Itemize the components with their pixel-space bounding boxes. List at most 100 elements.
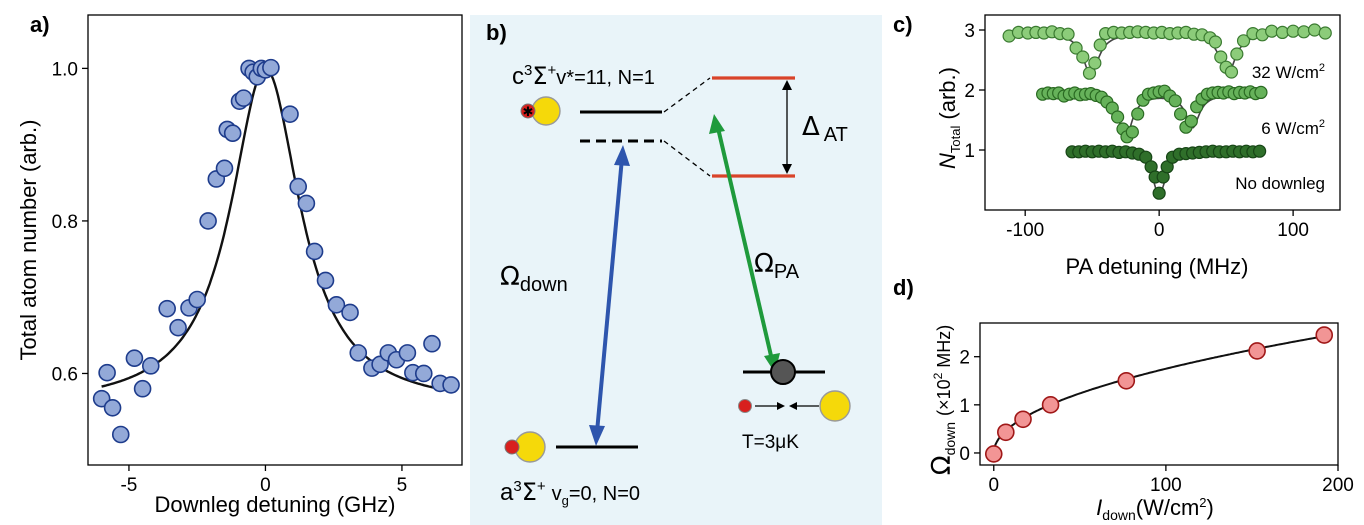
panel-d-ytick-label: 1 [959,396,970,417]
lower-state-sigma: Σ [522,478,537,506]
panel-a-data-point [125,349,144,368]
panel-d-data-point [1315,326,1334,344]
panel-c-data-point [1253,144,1267,158]
panel-a-data-point [215,159,234,178]
panel-a-y-ticks: 0.6 0.8 1.0 [52,59,88,385]
panel-c-fit-curve-1 [1042,93,1261,139]
panel-a-ytick-label: 0.6 [52,364,78,385]
panel-c-data-point [1173,107,1188,121]
panel-a-data-point [414,364,433,383]
panel-c-points [1002,23,1332,200]
panel-c-data-point [1214,50,1228,64]
lower-state-label: a3Σ+ vg=0, N=0 [500,478,640,508]
upper-state-label: c3Σ+v*=11, N=1 [512,62,655,90]
panel-c-data-point [1230,47,1244,61]
delta-at-label: Δ AT [802,112,848,146]
panel-c-y-label: NTotal(arb.) [935,67,963,169]
omega-pa-symbol: Ω [754,249,774,279]
upper-molecule-small-atom-icon [520,103,536,119]
panel-c-ytick-label: 1 [964,141,975,162]
omega-down-subscript: down [520,274,568,296]
panel-a-data-point [341,303,359,322]
excited-star-icon: ✱ [523,104,534,119]
lower-state-letter: a [500,479,514,506]
lower-state-sup: 3 [513,478,521,495]
panel-d-xtick-label: 200 [1322,475,1354,496]
omega-down-arrow [589,145,630,446]
delta-symbol: Δ [802,112,820,142]
large-atom-icon [819,390,851,422]
panel-a-data-point [262,58,280,77]
panel-c-data-point [1208,35,1223,49]
panel-c-data-point [1275,25,1289,40]
panel-a-data-point [327,296,346,314]
panel-c-data-point [1236,34,1251,48]
panel-a-fit-curve [101,67,452,393]
panel-a-data-point [442,376,460,394]
panel-a-frame [87,14,463,466]
panel-c-data-point [1069,41,1083,55]
panel-a-data-point [234,89,253,107]
split-connector-bottom [663,140,711,177]
panel-c-data-point [1307,23,1322,37]
omega-pa-arrow [709,114,780,373]
lower-state-rest: =0, N=0 [569,483,640,505]
upper-molecule-large-atom-icon [531,96,561,126]
panel-a-xtick-label: 0 [260,475,271,496]
panel-d-fit-curve [992,335,1325,454]
panel-c-xtick-label: 0 [1154,220,1165,241]
panel-c-data-point [1297,25,1311,39]
temperature-label: T=3μK [742,432,799,453]
panel-c-data-point [1082,66,1097,80]
panel-c-label: c) [893,12,913,37]
panel-a-x-label: Downleg detuning (GHz) [155,492,396,517]
panel-c-data-point [1184,114,1198,128]
panel-b: b) c3Σ+v*=11, N=1 ✱ Δ AT [470,15,882,525]
panel-a-xtick-label: -5 [120,475,137,496]
panel-d-y-ticks: 0 1 2 [959,348,980,465]
panel-a-data-point [349,344,368,362]
panel-a-xtick-label: 5 [397,475,408,496]
panel-a-points [92,58,460,444]
panel-a-data-point [133,379,152,398]
panel-a: a) -5 0 5 0.6 0.8 1.0 Downleg detuning (GHz)… [16,12,463,517]
omega-pa-label: ΩPA [754,249,800,283]
panel-c: c) -100 0 100 1 2 3 32 W/cm2 6 W/cm2 No down… [893,12,1341,279]
small-atom-icon [738,399,752,413]
panel-c-data-point [1111,110,1125,124]
panel-d-label: d) [893,275,914,300]
panel-c-xtick-label: 100 [1277,220,1309,241]
panel-c-data-point [1076,50,1090,64]
panel-d-data-point [997,423,1015,442]
upper-state-rest: v*=11, N=1 [556,67,655,89]
panel-c-data-point [1318,26,1332,40]
panel-d-x-ticks: 0 100 200 [988,465,1354,496]
panel-d-data-point [1041,396,1060,414]
panel-c-ytick-label: 2 [964,81,975,102]
upper-state-plus: + [548,62,557,79]
panel-c-data-point [1125,125,1139,139]
panel-b-label: b) [486,20,507,45]
split-connector-top [663,77,711,113]
panel-a-data-point [169,318,187,337]
panel-a-x-ticks: -5 0 5 [120,465,407,496]
upper-state-sigma: Σ [532,62,547,90]
panel-a-data-point [289,177,308,196]
molecule-icon [770,359,796,385]
panel-a-data-point [199,212,217,230]
panel-d-points [984,326,1334,463]
panel-d-ytick-label: 0 [959,444,970,465]
panel-c-data-point [1152,186,1166,200]
panel-d-data-point [984,445,1003,463]
panel-c-data-point [1254,85,1268,100]
panel-d-xtick-label: 0 [988,475,999,496]
panel-c-y-ticks: 1 2 3 [964,21,985,162]
panel-a-data-point [111,425,130,444]
panel-a-ytick-label: 0.8 [52,212,78,233]
panel-c-frame [984,14,1341,211]
panel-a-data-point [305,242,324,261]
panel-d-xtick-label: 100 [1150,475,1182,496]
panel-d: d) 0 100 200 0 1 2 Idown(W/cm2) Ωdown(×102 M… [893,275,1354,523]
panel-c-data-point [1224,65,1239,79]
omega-down-symbol: Ω [500,262,520,292]
